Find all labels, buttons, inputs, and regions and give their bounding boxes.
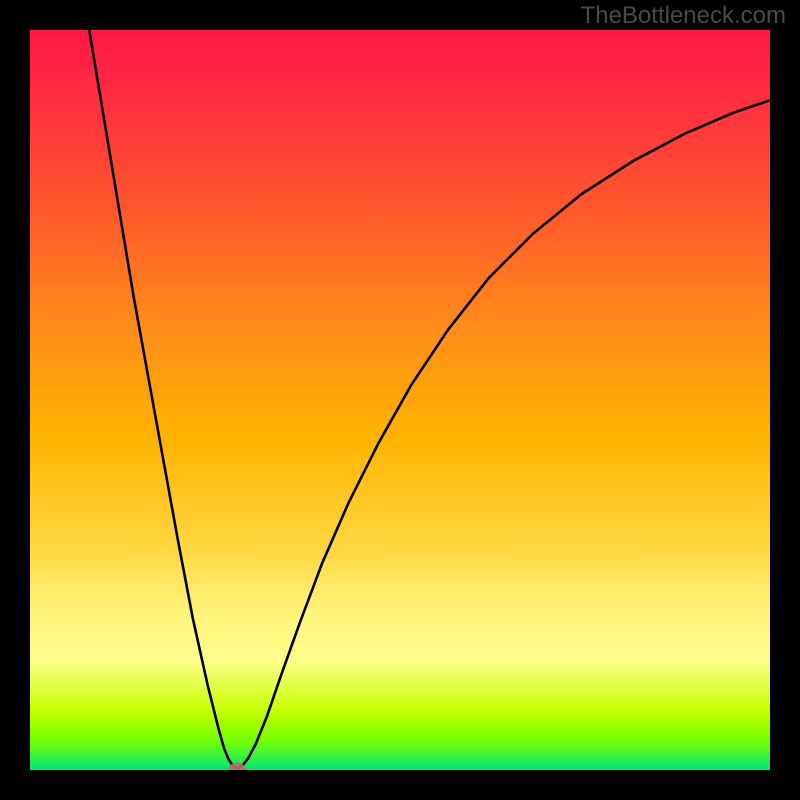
plot-area (30, 30, 770, 770)
gradient-background (30, 30, 770, 770)
chart-svg (30, 30, 770, 770)
watermark-text: TheBottleneck.com (581, 2, 786, 30)
chart-container: TheBottleneck.com (0, 0, 800, 800)
